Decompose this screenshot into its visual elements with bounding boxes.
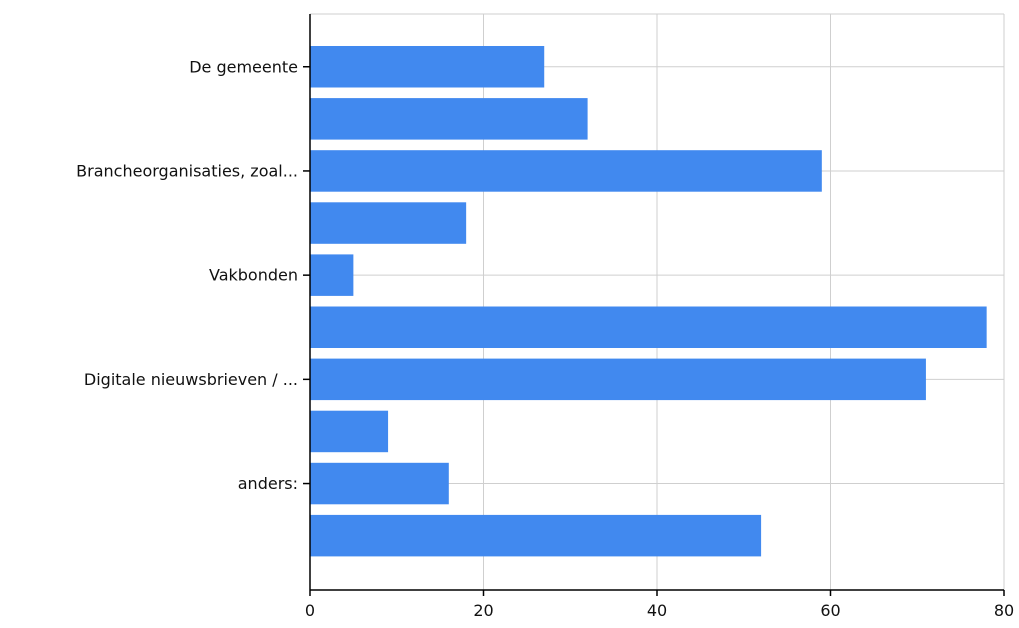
x-tick-label: 20	[473, 601, 493, 620]
bar-4	[310, 254, 354, 296]
y-tick-label: Brancheorganisaties, zoal...	[76, 161, 298, 180]
y-tick-label: Digitale nieuwsbrieven / ...	[84, 370, 298, 389]
bar-9	[310, 514, 762, 557]
bar-5	[310, 306, 987, 348]
bar-7	[310, 410, 389, 453]
y-tick-label: De gemeente	[189, 57, 298, 76]
bar-8	[310, 462, 449, 505]
bar-3	[310, 202, 467, 244]
bar-6	[310, 358, 926, 401]
bar-1	[310, 98, 588, 140]
y-tick-label: Vakbonden	[209, 266, 298, 285]
bars	[310, 46, 987, 557]
x-tick-label: 80	[994, 601, 1014, 620]
x-tick-label: 40	[647, 601, 667, 620]
x-tick-label: 0	[305, 601, 315, 620]
x-tick-label: 60	[820, 601, 840, 620]
bar-0	[310, 46, 545, 88]
bar-2	[310, 150, 822, 192]
axes	[303, 14, 1005, 596]
axis-labels: 0 20 40 60 80 De gemeente Brancheorganisaties,…	[76, 57, 1014, 620]
y-tick-label: anders:	[238, 474, 298, 493]
